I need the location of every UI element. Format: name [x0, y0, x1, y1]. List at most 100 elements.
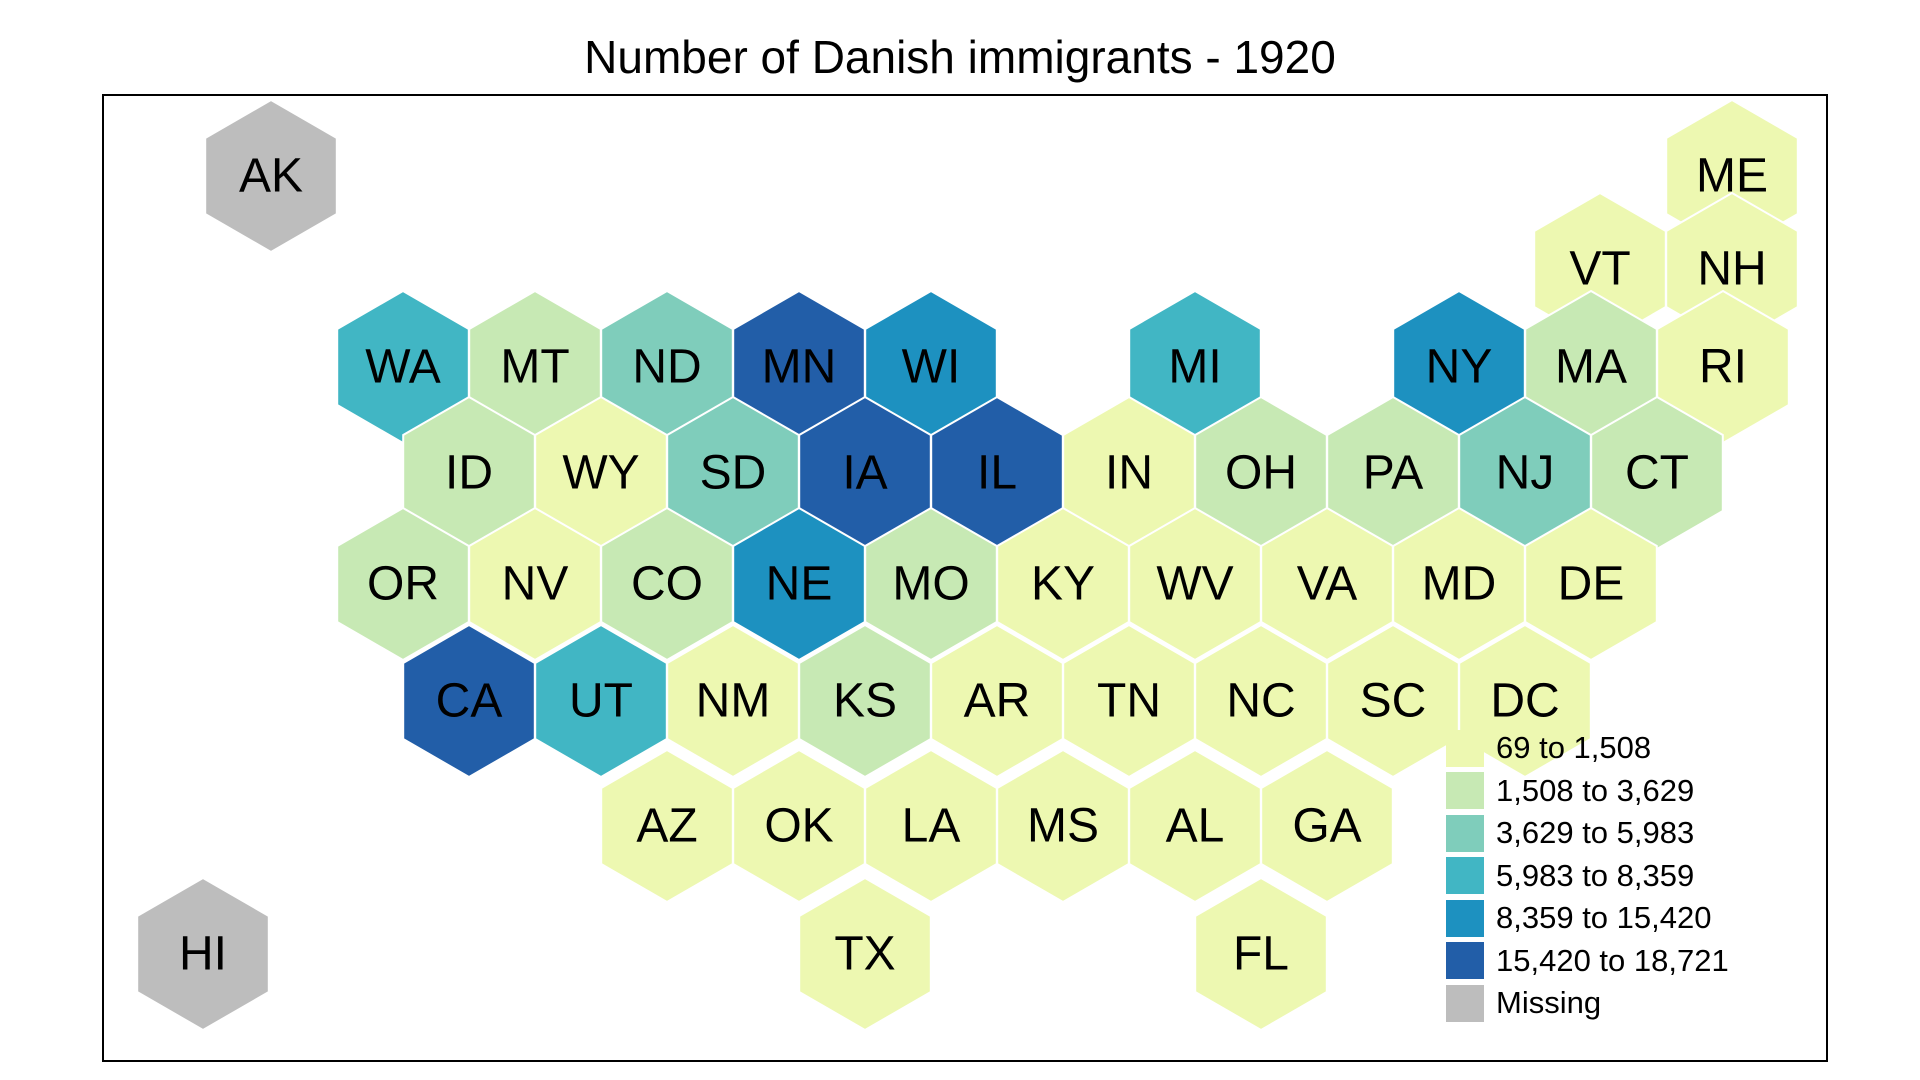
legend-swatch [1446, 899, 1484, 937]
state-label: ID [445, 447, 493, 500]
state-hex-tn: TN [1062, 623, 1196, 779]
state-hex-sd: SD [666, 395, 800, 551]
state-label: NJ [1496, 447, 1555, 500]
state-label: GA [1292, 800, 1361, 853]
legend-item: 8,359 to 15,420 [1446, 897, 1729, 940]
state-label: OH [1225, 447, 1297, 500]
state-label: MO [892, 558, 969, 611]
legend-swatch [1446, 857, 1484, 895]
state-hex-ar: AR [930, 623, 1064, 779]
state-hex-nc: NC [1194, 623, 1328, 779]
state-hex-wv: WV [1128, 506, 1262, 662]
state-hex-mt: MT [468, 289, 602, 445]
state-label: NC [1226, 675, 1295, 728]
state-hex-mn: MN [732, 289, 866, 445]
state-label: OK [764, 800, 833, 853]
legend-label: Missing [1496, 985, 1602, 1021]
state-hex-tx: TX [798, 876, 932, 1032]
state-label: VA [1297, 558, 1357, 611]
state-label: CA [436, 675, 503, 728]
state-hex-ok: OK [732, 748, 866, 904]
state-hex-ga: GA [1260, 748, 1394, 904]
state-label: LA [902, 800, 961, 853]
state-hex-al: AL [1128, 748, 1262, 904]
state-label: OR [367, 558, 439, 611]
legend-swatch [1446, 942, 1484, 980]
legend-label: 8,359 to 15,420 [1496, 900, 1712, 936]
legend-label: 5,983 to 8,359 [1496, 857, 1695, 893]
state-hex-ms: MS [996, 748, 1130, 904]
state-label: TX [834, 928, 895, 981]
state-label: NH [1697, 243, 1766, 296]
state-label: KS [833, 675, 897, 728]
legend-item: 69 to 1,508 [1446, 727, 1729, 770]
state-label: MD [1422, 558, 1497, 611]
state-label: IA [842, 447, 887, 500]
state-label: MS [1027, 800, 1099, 853]
legend-label: 3,629 to 5,983 [1496, 815, 1695, 851]
state-hex-shape [1194, 876, 1328, 1032]
state-hex-shape [1458, 623, 1592, 779]
legend-swatch [1446, 772, 1484, 810]
state-label: SC [1360, 675, 1427, 728]
state-label: KY [1031, 558, 1095, 611]
state-label: NM [696, 675, 771, 728]
state-label: PA [1363, 447, 1423, 500]
state-label: FL [1233, 928, 1289, 981]
state-hex-mo: MO [864, 506, 998, 662]
map-title: Number of Danish immigrants - 1920 [584, 31, 1336, 83]
legend: 69 to 1,508 1,508 to 3,629 3,629 to 5,983 5… [1446, 727, 1729, 1025]
state-hex-shape [1524, 506, 1658, 662]
legend-item: 5,983 to 8,359 [1446, 855, 1729, 898]
state-hex-co: CO [600, 506, 734, 662]
state-hex-wi: WI [864, 289, 998, 445]
legend-label: 1,508 to 3,629 [1496, 772, 1695, 808]
state-hex-ma: MA [1524, 289, 1658, 445]
state-hex-sc: SC [1326, 623, 1460, 779]
state-hex-ne: NE [732, 506, 866, 662]
state-label: UT [569, 675, 633, 728]
state-label: WI [902, 341, 961, 394]
state-label: NE [766, 558, 833, 611]
state-hex-nd: ND [600, 289, 734, 445]
state-label: MI [1168, 341, 1221, 394]
state-hex-md: MD [1392, 506, 1526, 662]
state-hex-shape [204, 98, 338, 254]
state-label: WV [1156, 558, 1233, 611]
state-hex-nv: NV [468, 506, 602, 662]
state-hex-id: ID [402, 395, 536, 551]
state-hex-nj: NJ [1458, 395, 1592, 551]
state-label: WA [365, 341, 441, 394]
state-label: DE [1558, 558, 1625, 611]
state-hex-ut: UT [534, 623, 668, 779]
state-label: NY [1426, 341, 1493, 394]
state-label: MN [762, 341, 837, 394]
state-hex-or: OR [336, 506, 470, 662]
state-hex-wa: WA [336, 289, 470, 445]
state-hex-shape [136, 876, 270, 1032]
state-hex-de: DE [1524, 506, 1658, 662]
legend-swatch [1446, 814, 1484, 852]
legend-swatch [1446, 984, 1484, 1022]
state-hex-la: LA [864, 748, 998, 904]
state-label: DC [1490, 675, 1559, 728]
map-panel: AK HI ME VT NH WA MT ND MN WI MI NY MA RI ID WY SD IA IL IN… [102, 94, 1828, 1062]
state-label: NV [502, 558, 569, 611]
state-label: SD [700, 447, 767, 500]
state-hex-ky: KY [996, 506, 1130, 662]
state-hex-wy: WY [534, 395, 668, 551]
state-label: AL [1166, 800, 1225, 853]
state-label: MT [500, 341, 569, 394]
state-label: RI [1699, 341, 1747, 394]
state-label: ND [632, 341, 701, 394]
state-hex-ny: NY [1392, 289, 1526, 445]
legend-item: 15,420 to 18,721 [1446, 940, 1729, 983]
state-label: HI [179, 928, 227, 981]
state-label: AR [964, 675, 1031, 728]
legend-item: 3,629 to 5,983 [1446, 812, 1729, 855]
state-hex-shape [798, 876, 932, 1032]
state-hex-hi: HI [136, 876, 270, 1032]
state-hex-shape [1260, 748, 1394, 904]
legend-item: Missing [1446, 982, 1729, 1025]
